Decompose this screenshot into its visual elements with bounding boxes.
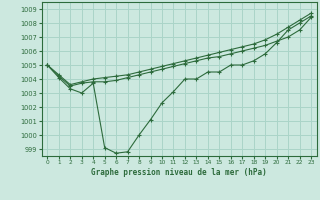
X-axis label: Graphe pression niveau de la mer (hPa): Graphe pression niveau de la mer (hPa) — [91, 168, 267, 177]
